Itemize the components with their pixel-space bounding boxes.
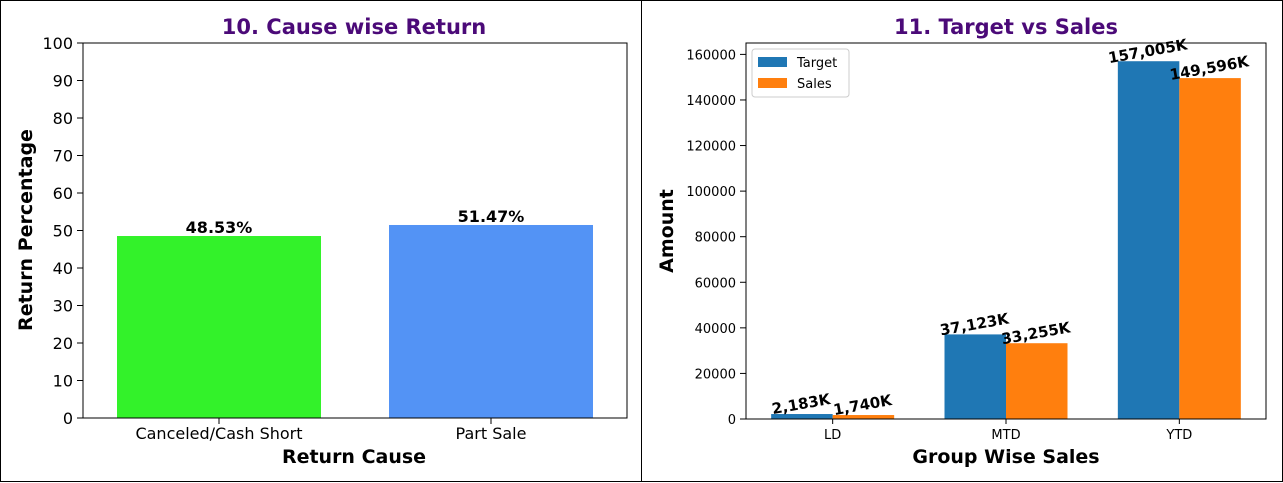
bar-value-label: 48.53% — [186, 218, 253, 237]
y-tick-label: 70 — [53, 147, 73, 166]
y-tick-label: 0 — [728, 413, 736, 428]
target-vs-sales-chart: 11. Target vs Sales 0 20000 40000 60000 8000… — [656, 15, 1267, 468]
y-tick-label: 60 — [53, 184, 73, 203]
x-tick-label: MTD — [991, 428, 1020, 443]
cause-wise-return-panel: 10. Cause wise Return 0 10 20 30 40 50 60 70 80 9… — [0, 0, 642, 482]
y-axis-label: Return Percentage — [15, 129, 37, 331]
y-tick-label: 160000 — [686, 48, 736, 63]
x-axis-label: Group Wise Sales — [912, 446, 1099, 468]
bar-target — [944, 334, 1006, 419]
bar-value-label: 1,740K — [832, 391, 895, 419]
x-tick-label: YTD — [1165, 428, 1192, 443]
x-tick-label: Canceled/Cash Short — [135, 424, 302, 443]
bar-value-label: 51.47% — [458, 207, 525, 226]
bar-sales — [832, 415, 895, 419]
legend-swatch-target — [758, 57, 787, 67]
y-tick-label: 80 — [53, 109, 73, 128]
cause-wise-return-chart: 10. Cause wise Return 0 10 20 30 40 50 60 70 80 9… — [15, 15, 628, 468]
y-tick-label: 0 — [63, 409, 73, 428]
target-vs-sales-panel: 11. Target vs Sales 0 20000 40000 60000 8000… — [641, 0, 1283, 482]
bar — [117, 236, 321, 418]
chart-title: 10. Cause wise Return — [222, 15, 486, 39]
y-tick-label: 30 — [53, 297, 73, 316]
legend: Target Sales — [751, 48, 850, 98]
chart-title: 11. Target vs Sales — [894, 15, 1118, 39]
y-tick-label: 20 — [53, 334, 73, 353]
plot-frame — [745, 42, 1267, 420]
y-tick-label: 120000 — [686, 140, 736, 155]
y-tick-label: 40 — [53, 259, 73, 278]
y-tick-label: 100000 — [686, 185, 736, 200]
bar-sales — [1006, 343, 1068, 419]
legend-swatch-sales — [758, 78, 787, 88]
bar-target — [771, 414, 833, 419]
y-tick-label: 40000 — [695, 322, 736, 337]
y-tick-label: 60000 — [695, 276, 736, 291]
x-axis-label: Return Cause — [282, 446, 426, 468]
bar — [389, 224, 593, 418]
y-axis-label: Amount — [656, 189, 678, 273]
bar-sales — [1179, 78, 1241, 419]
legend-label-sales: Sales — [797, 77, 832, 92]
y-tick-label: 10 — [53, 372, 73, 391]
x-tick-label: Part Sale — [456, 424, 527, 443]
bar-target — [1117, 61, 1180, 420]
bar-value-label: 2,183K — [770, 390, 833, 418]
plot-frame — [82, 42, 628, 419]
y-tick-label: 90 — [53, 72, 73, 91]
y-tick-label: 100 — [42, 34, 73, 53]
y-tick-label: 20000 — [695, 367, 736, 382]
legend-label-target: Target — [796, 56, 837, 71]
y-tick-label: 50 — [53, 222, 73, 241]
y-tick-label: 80000 — [695, 231, 736, 246]
x-tick-label: LD — [824, 428, 841, 443]
y-tick-label: 140000 — [686, 94, 736, 109]
